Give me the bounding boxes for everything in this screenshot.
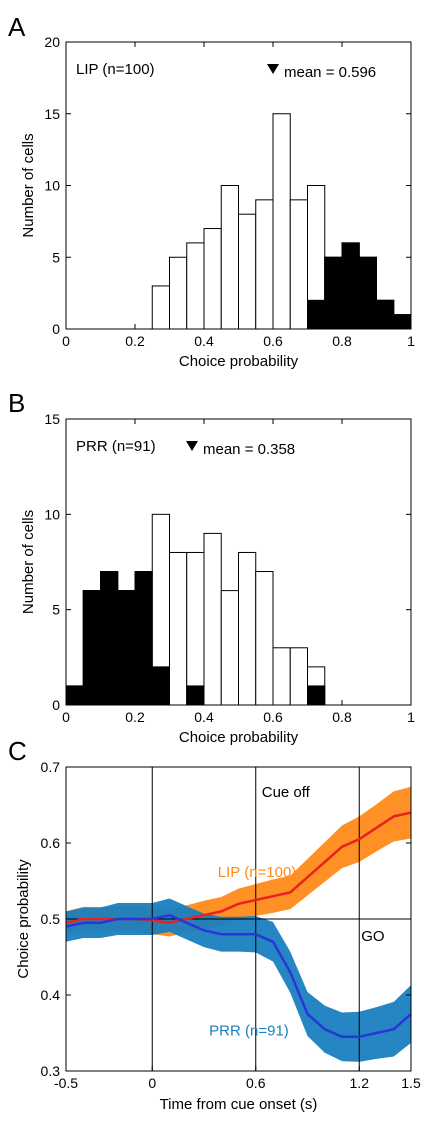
histogram-bar-significant [358,256,377,330]
histogram-bar-total [272,113,291,330]
histogram-bar-total [289,647,308,706]
y-tick-label: 0.4 [41,987,61,1003]
histogram-bar-significant [393,314,412,330]
y-tick-label: 20 [44,34,60,50]
y-tick-label: 0 [52,321,60,337]
x-tick-label: 0.6 [246,1075,266,1091]
histogram-bar-total [203,228,222,330]
histogram-bar-significant [376,299,395,330]
histogram-bar-total [220,185,239,330]
histogram-bar-significant [134,571,153,706]
histogram-bar-significant [82,590,101,706]
histogram-bar-total [255,571,274,706]
x-tick-label: 0 [62,709,70,725]
x-tick-label: 1 [407,709,415,725]
histogram-bar-total [203,532,222,706]
x-tick-label: 0.6 [263,709,283,725]
histogram-bar-significant [186,685,205,706]
x-tick-label: 0.4 [194,709,214,725]
x-axis-label: Choice probability [179,729,299,746]
prr-series-label: PRR (n=91) [209,1022,289,1039]
panel-c-letter: C [8,736,27,766]
histogram-bar-significant [117,590,136,706]
x-axis-label: Time from cue onset (s) [160,1096,318,1113]
y-axis-label: Number of cells [20,133,37,237]
cue-off-label: Cue off [262,784,311,801]
histogram-bar-significant [341,242,360,330]
plot-frame [65,418,412,706]
histogram-bar-significant [307,685,326,706]
prr-mean-line [65,913,412,1039]
y-tick-label: 5 [52,602,60,618]
mean-label: mean = 0.596 [284,64,376,81]
y-tick-label: 15 [44,106,60,122]
y-tick-label: 5 [52,249,60,265]
panel-a-letter: A [8,12,26,42]
y-tick-label: 0.5 [41,911,61,927]
histogram-bar-total [220,590,239,706]
histogram-bar-total [238,551,257,706]
histogram-bar-significant [100,571,119,706]
histogram-bar-total [186,242,205,330]
x-tick-label: 0.4 [194,333,214,349]
y-tick-label: 0 [52,697,60,713]
histogram-bar-total [255,199,274,330]
lip-series-label: LIP (n=100) [218,864,297,881]
histogram-bar-total [289,199,308,330]
histogram-bar-significant [324,256,343,330]
x-axis-label: Choice probability [179,353,299,370]
group-label: LIP (n=100) [76,61,155,78]
y-tick-label: 0.6 [41,835,61,851]
x-tick-label: 0.8 [332,333,352,349]
x-tick-label: 1 [407,333,415,349]
x-tick-label: -0.5 [54,1075,78,1091]
y-axis-label: Choice probability [15,859,32,979]
x-tick-label: 1.5 [401,1075,421,1091]
mean-label: mean = 0.358 [203,441,295,458]
panel-b-letter: B [8,388,25,418]
panel-c: C -0.5 0 0.6 1.2 1.5 0.3 0.4 0.5 0.6 0.7 Time from… [8,736,421,1113]
x-tick-label: 0.2 [125,709,145,725]
group-label: PRR (n=91) [76,438,156,455]
histogram-bar-total [169,551,188,706]
x-tick-label: 0 [148,1075,156,1091]
go-label: GO [361,928,384,945]
x-tick-label: 0.2 [125,333,145,349]
x-tick-label: 0.6 [263,333,283,349]
x-tick-label: 1.2 [350,1075,370,1091]
histogram-bar-total [272,647,291,706]
x-tick-label: 0.8 [332,709,352,725]
y-tick-label: 0.3 [41,1063,61,1079]
y-tick-label: 10 [44,506,60,522]
y-tick-label: 10 [44,178,60,194]
histogram-bar-total [151,285,170,330]
prr-error-band [66,898,411,1062]
histogram-bar-total [186,551,205,706]
mean-marker-icon [186,441,198,451]
y-axis-label: Number of cells [20,510,37,614]
y-tick-label: 15 [44,411,60,427]
mean-marker-icon [267,64,279,74]
x-tick-label: 0 [62,333,70,349]
y-tick-label: 0.7 [41,759,61,775]
histogram-bar-significant [151,666,170,706]
histogram-bar-total [238,213,257,330]
histogram-bar-total [169,256,188,330]
histogram-bar-significant [307,299,326,330]
histogram-bar-significant [65,685,84,706]
